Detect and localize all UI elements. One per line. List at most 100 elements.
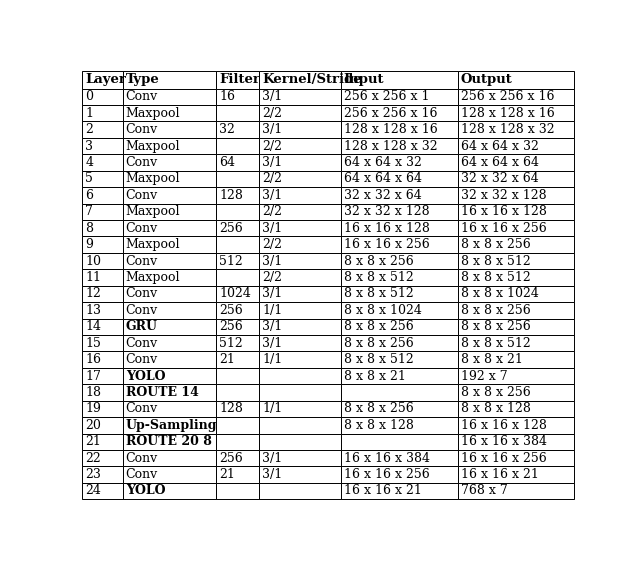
Bar — [340, 335, 458, 352]
Bar — [458, 319, 573, 335]
Bar — [259, 450, 340, 466]
Text: 6: 6 — [86, 189, 93, 202]
Bar — [83, 401, 123, 417]
Bar — [216, 154, 259, 171]
Bar — [123, 483, 216, 499]
Text: 20: 20 — [86, 419, 101, 432]
Bar — [123, 466, 216, 483]
Bar — [340, 319, 458, 335]
Text: 2/2: 2/2 — [262, 238, 282, 251]
Bar — [123, 71, 216, 88]
Text: Maxpool: Maxpool — [125, 172, 180, 185]
Text: 8 x 8 x 1024: 8 x 8 x 1024 — [344, 304, 422, 317]
Text: 2/2: 2/2 — [262, 172, 282, 185]
Bar — [123, 253, 216, 269]
Text: 1: 1 — [86, 107, 93, 120]
Text: 8 x 8 x 512: 8 x 8 x 512 — [461, 254, 531, 268]
Text: 8 x 8 x 128: 8 x 8 x 128 — [344, 419, 413, 432]
Text: 21: 21 — [220, 353, 235, 366]
Bar — [83, 138, 123, 154]
Bar — [259, 71, 340, 88]
Bar — [340, 220, 458, 236]
Bar — [123, 269, 216, 286]
Text: 3: 3 — [86, 139, 93, 152]
Bar — [216, 302, 259, 319]
Bar — [83, 335, 123, 352]
Text: 3/1: 3/1 — [262, 90, 282, 103]
Bar — [340, 236, 458, 253]
Bar — [216, 220, 259, 236]
Text: 256 x 256 x 16: 256 x 256 x 16 — [461, 90, 554, 103]
Text: 3/1: 3/1 — [262, 189, 282, 202]
Text: 128 x 128 x 32: 128 x 128 x 32 — [344, 139, 437, 152]
Bar — [83, 88, 123, 105]
Bar — [259, 466, 340, 483]
Bar — [458, 203, 573, 220]
Bar — [83, 236, 123, 253]
Bar — [83, 269, 123, 286]
Bar — [123, 401, 216, 417]
Text: 512: 512 — [220, 337, 243, 350]
Bar — [259, 187, 340, 203]
Bar — [123, 220, 216, 236]
Text: 10: 10 — [86, 254, 102, 268]
Text: Conv: Conv — [125, 156, 158, 169]
Text: 8 x 8 x 1024: 8 x 8 x 1024 — [461, 287, 539, 301]
Text: 1024: 1024 — [220, 287, 251, 301]
Bar — [340, 154, 458, 171]
Bar — [83, 187, 123, 203]
Bar — [216, 203, 259, 220]
Bar — [340, 286, 458, 302]
Bar — [259, 401, 340, 417]
Text: 3/1: 3/1 — [262, 320, 282, 333]
Bar — [123, 203, 216, 220]
Text: 8 x 8 x 256: 8 x 8 x 256 — [344, 337, 413, 350]
Bar — [458, 302, 573, 319]
Bar — [458, 352, 573, 368]
Bar — [123, 286, 216, 302]
Text: 8 x 8 x 512: 8 x 8 x 512 — [344, 353, 413, 366]
Text: Up-Sampling: Up-Sampling — [125, 419, 217, 432]
Text: Conv: Conv — [125, 123, 158, 136]
Bar — [458, 220, 573, 236]
Text: 128: 128 — [220, 403, 243, 415]
Text: Maxpool: Maxpool — [125, 238, 180, 251]
Text: 128 x 128 x 16: 128 x 128 x 16 — [344, 123, 438, 136]
Text: Conv: Conv — [125, 304, 158, 317]
Bar — [340, 203, 458, 220]
Text: 64 x 64 x 32: 64 x 64 x 32 — [461, 139, 539, 152]
Text: 22: 22 — [86, 452, 101, 465]
Text: 16 x 16 x 256: 16 x 16 x 256 — [344, 468, 429, 481]
Bar — [259, 352, 340, 368]
Text: 32: 32 — [220, 123, 235, 136]
Bar — [216, 105, 259, 121]
Bar — [216, 138, 259, 154]
Text: 192 x 7: 192 x 7 — [461, 370, 508, 383]
Text: Maxpool: Maxpool — [125, 271, 180, 284]
Bar — [340, 138, 458, 154]
Bar — [216, 88, 259, 105]
Text: Kernel/Stride: Kernel/Stride — [262, 73, 362, 86]
Text: 8 x 8 x 128: 8 x 8 x 128 — [461, 403, 531, 415]
Bar — [340, 368, 458, 384]
Bar — [340, 302, 458, 319]
Bar — [458, 384, 573, 401]
Text: Output: Output — [461, 73, 513, 86]
Text: 3/1: 3/1 — [262, 123, 282, 136]
Bar — [123, 154, 216, 171]
Bar — [216, 466, 259, 483]
Bar — [458, 88, 573, 105]
Bar — [458, 434, 573, 450]
Text: 256: 256 — [220, 304, 243, 317]
Bar — [458, 253, 573, 269]
Text: 256 x 256 x 1: 256 x 256 x 1 — [344, 90, 429, 103]
Bar — [458, 483, 573, 499]
Bar — [123, 138, 216, 154]
Bar — [259, 368, 340, 384]
Bar — [458, 466, 573, 483]
Text: 17: 17 — [86, 370, 101, 383]
Bar — [216, 417, 259, 434]
Text: 512: 512 — [220, 254, 243, 268]
Text: 16 x 16 x 384: 16 x 16 x 384 — [461, 435, 547, 448]
Text: 8: 8 — [86, 222, 93, 235]
